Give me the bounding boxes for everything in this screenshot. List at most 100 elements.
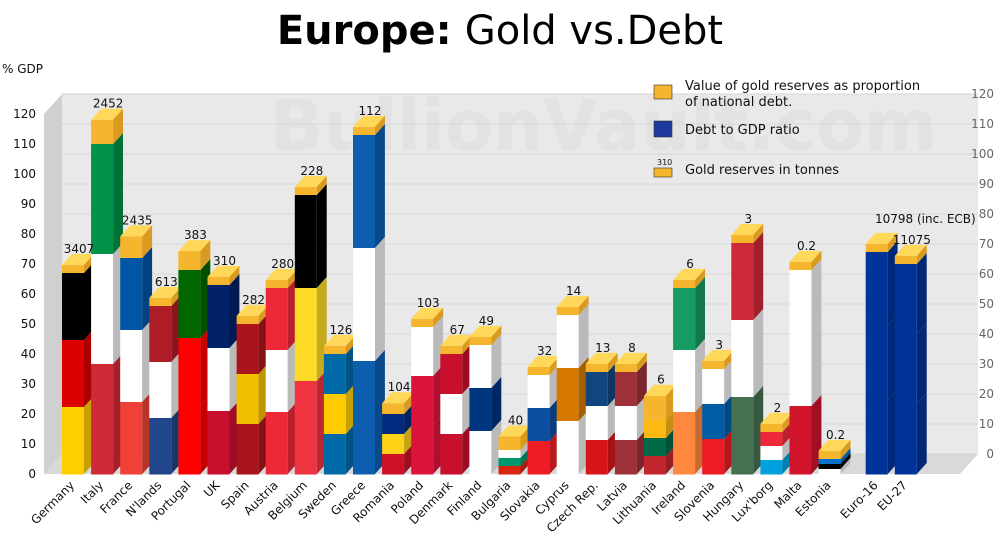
bar-face-stripe	[440, 394, 463, 435]
bar-face-stripe	[818, 469, 841, 475]
bar-slovakia	[527, 355, 560, 475]
bar-gold-cap	[644, 395, 666, 420]
tonnes-label: 112	[359, 104, 382, 118]
bar-face-stripe	[469, 345, 492, 389]
bar-slovenia	[702, 349, 735, 475]
bar-gold-top	[178, 240, 211, 252]
bar-face-stripe	[556, 315, 579, 369]
bar-face-stripe	[894, 264, 917, 335]
y-tick-right: 90	[979, 177, 994, 191]
bar-face-stripe	[265, 412, 288, 475]
bar-face-stripe	[614, 372, 637, 407]
bar-gold-cap	[673, 279, 696, 288]
tonnes-label: 104	[388, 380, 411, 394]
bar-face-stripe	[614, 440, 637, 475]
tonnes-label: 13	[595, 341, 610, 355]
category-label: Euro-16	[838, 478, 881, 521]
bar-face-stripe	[265, 350, 288, 413]
bar-gold-top	[91, 108, 123, 120]
bar-gold-cap	[865, 243, 888, 252]
bar-side-stripe	[578, 304, 589, 368]
eu-note: 10798 (inc. ECB)	[875, 212, 976, 226]
bar-side-stripe	[840, 453, 851, 469]
bar-face-stripe	[585, 372, 608, 407]
bar-face-stripe	[469, 388, 492, 432]
bar-side-stripe	[753, 232, 764, 320]
category-label: Germany	[28, 478, 77, 527]
tonnes-label: 103	[417, 296, 440, 310]
bar-gold-side	[433, 307, 444, 327]
bar-gold-cap	[789, 261, 812, 270]
tonnes-label: 14	[566, 284, 581, 298]
bar-face-stripe	[294, 195, 317, 289]
y-tick-left: 40	[21, 347, 36, 361]
bar-side-stripe	[375, 237, 385, 361]
legend-tonnes-text: Gold reserves in tonnes	[685, 163, 839, 178]
tonnes-label: 613	[155, 275, 178, 289]
bar-portugal	[178, 240, 211, 475]
bar-face-stripe	[818, 459, 841, 465]
bar-face-stripe	[178, 406, 201, 475]
bar-face-stripe	[236, 424, 259, 475]
bar-side-stripe	[636, 361, 647, 406]
bar-face-stripe	[178, 338, 201, 407]
bar-gold-top	[818, 439, 851, 451]
tonnes-label: 67	[450, 323, 465, 337]
y-tick-right: 70	[979, 237, 994, 251]
bar-side-stripe	[113, 133, 123, 254]
bar-face-stripe	[120, 258, 143, 331]
y-tick-right: 30	[979, 357, 994, 371]
bar-gold-top	[411, 307, 444, 319]
bar-gold-cap	[760, 423, 783, 432]
legend-gold-text: Value of gold reserves as proportion of …	[685, 79, 924, 110]
bar-face-stripe	[62, 273, 84, 341]
bar-spain	[236, 304, 269, 475]
bar-uk	[207, 265, 240, 475]
bar-face-stripe	[614, 406, 637, 441]
bar-belgium	[294, 175, 327, 475]
bar-gold-top	[702, 349, 735, 361]
bar-face-stripe	[411, 376, 434, 426]
y-tick-right: 120	[971, 87, 994, 101]
bar-romania	[382, 392, 414, 475]
bar-face-stripe	[789, 338, 812, 407]
bar-gold-cap	[585, 363, 608, 372]
bar-gold-top	[353, 115, 385, 127]
bar-face-stripe	[585, 406, 608, 441]
bar-czech-rep-	[585, 352, 618, 475]
bar-face-stripe	[149, 362, 172, 419]
bar-eu-27	[894, 244, 927, 475]
bar-side-stripe	[811, 327, 822, 406]
bar-gold-cap	[323, 345, 346, 354]
tonnes-label: 2435	[122, 213, 153, 227]
bar-gold-top	[644, 384, 676, 396]
y-tick-left: 110	[13, 137, 36, 151]
bar-face-stripe	[818, 464, 841, 470]
tonnes-label: 126	[329, 323, 352, 337]
bar-gold-top	[62, 253, 94, 265]
bar-greece	[353, 115, 385, 475]
bar-side-stripe	[491, 377, 502, 431]
bar-gold-side	[375, 115, 385, 135]
bar-face-stripe	[323, 434, 346, 475]
bar-gold-top	[894, 244, 927, 256]
bar-face-stripe	[789, 406, 812, 475]
bar-gold-top	[789, 250, 822, 262]
bar-face-stripe	[865, 252, 888, 327]
category-label: UK	[201, 477, 223, 499]
bar-face-stripe	[865, 326, 888, 401]
bar-side-stripe	[811, 259, 822, 338]
bar-gold-top	[731, 223, 764, 235]
bar-face-stripe	[411, 327, 434, 377]
bar-face-stripe	[207, 285, 230, 349]
bar-bulgaria	[498, 425, 531, 475]
y-tick-right: 80	[979, 207, 994, 221]
bar-face-stripe	[382, 414, 405, 435]
bar-face-stripe	[469, 431, 492, 475]
tonnes-label: 0.2	[826, 428, 845, 442]
bar-face-stripe	[236, 324, 259, 375]
bar-face-stripe	[894, 334, 917, 405]
bar-side-stripe	[916, 323, 927, 404]
bar-side-stripe	[916, 253, 927, 334]
bar-gold-top	[469, 325, 502, 337]
